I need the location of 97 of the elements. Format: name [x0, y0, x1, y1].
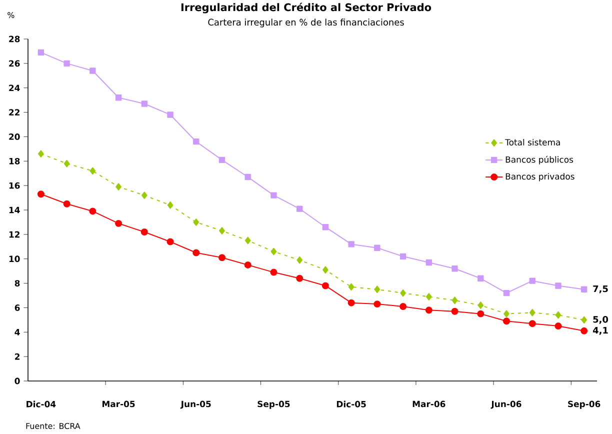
point	[554, 322, 562, 330]
point	[452, 296, 458, 304]
point	[167, 112, 174, 118]
point	[580, 286, 588, 292]
legend-label: Total sistema	[505, 138, 560, 146]
point	[580, 327, 588, 334]
point	[192, 249, 200, 256]
data-label: 7,5	[593, 285, 608, 294]
point	[322, 266, 328, 274]
point	[478, 302, 484, 309]
point	[400, 289, 406, 297]
point	[64, 160, 70, 168]
y-tick-label: 18	[9, 158, 20, 164]
x-tick-label: Mar-06	[412, 400, 446, 408]
x-tick-label: Dic-04	[26, 400, 56, 408]
x-tick-label: Jun-05	[180, 400, 211, 409]
point	[504, 310, 510, 318]
point	[270, 248, 277, 256]
point	[89, 208, 96, 215]
y-tick-label: 20	[9, 134, 20, 140]
legend-label: Bancos privados	[506, 173, 574, 182]
y-tick-label: 12	[9, 231, 20, 238]
point	[38, 49, 44, 56]
point	[452, 266, 458, 272]
point	[400, 253, 406, 260]
point	[451, 308, 458, 315]
point	[90, 68, 96, 74]
point	[116, 183, 122, 190]
y-tick-label: 2	[15, 353, 20, 360]
point	[374, 244, 380, 251]
y-tick-label: 0	[14, 378, 20, 384]
point	[38, 150, 44, 158]
point	[219, 227, 225, 234]
point	[348, 283, 354, 291]
point	[503, 290, 510, 296]
point	[193, 218, 200, 226]
y-tick-label: 8	[14, 280, 20, 286]
data-label: 4,1	[592, 327, 608, 335]
point	[426, 259, 432, 266]
y-tick-label: 28	[9, 36, 20, 42]
point	[141, 192, 148, 200]
point	[270, 268, 278, 276]
point	[529, 308, 536, 316]
point	[478, 275, 484, 282]
point	[218, 156, 226, 164]
point	[37, 190, 44, 198]
point	[218, 254, 226, 262]
legend-label: Bancos públicos	[506, 156, 574, 164]
point	[90, 167, 96, 175]
point	[270, 192, 277, 198]
point	[555, 282, 562, 289]
y-tick-label: 22	[9, 109, 20, 116]
point	[140, 228, 148, 236]
point	[141, 100, 148, 107]
y-tick-label: 24	[9, 84, 20, 91]
y-tick-label: 14	[9, 206, 20, 214]
point	[400, 303, 407, 310]
point	[193, 138, 200, 145]
point	[63, 200, 70, 208]
y-tick-label: 10	[9, 256, 20, 262]
point	[244, 174, 251, 180]
y-tick-label: 16	[9, 182, 20, 189]
point	[425, 306, 432, 314]
point	[348, 299, 355, 306]
point	[529, 278, 536, 284]
point	[167, 201, 174, 209]
chart-subtitle: Cartera irregular en % de las financiaciones	[208, 18, 404, 28]
point	[322, 224, 329, 230]
y-tick-label: 26	[9, 60, 20, 67]
point	[374, 300, 381, 308]
point	[426, 293, 432, 300]
point	[296, 274, 304, 282]
point	[244, 236, 251, 244]
point	[528, 320, 536, 328]
point	[115, 220, 122, 227]
point	[115, 94, 122, 101]
data-label: 5,0	[593, 316, 608, 324]
point	[296, 256, 302, 264]
x-tick-label: Mar-05	[102, 400, 135, 408]
point	[477, 310, 484, 318]
point	[348, 241, 354, 248]
x-tick-label: Sep-05	[258, 400, 290, 409]
point	[322, 282, 329, 290]
chart-title: Irregularidad del Crédito al Sector Privado	[181, 2, 432, 14]
point	[166, 238, 174, 246]
y-tick-label: 6	[14, 304, 20, 311]
x-tick-label: Dic-05	[336, 400, 366, 408]
y-tick-label: 4	[14, 329, 20, 336]
x-tick-label: Sep-06	[568, 400, 600, 409]
point	[555, 311, 562, 319]
point	[581, 316, 587, 324]
point	[244, 261, 252, 268]
point	[502, 318, 510, 325]
point	[296, 206, 303, 212]
point	[374, 286, 380, 294]
point	[64, 60, 70, 67]
x-tick-label: Jun-06	[490, 400, 522, 409]
